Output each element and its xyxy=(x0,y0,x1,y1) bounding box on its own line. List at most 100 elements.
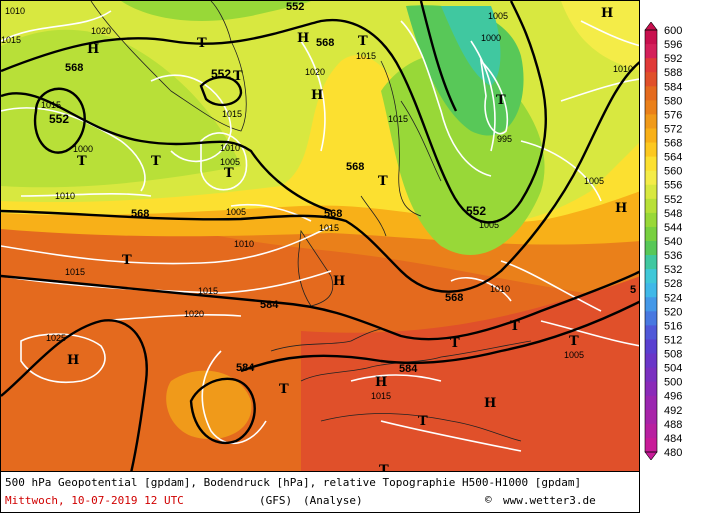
pressure-label: 995 xyxy=(497,134,513,144)
legend-tick-label: 528 xyxy=(664,278,682,290)
legend-tick-label: 536 xyxy=(664,250,682,262)
pressure-label: 1020 xyxy=(184,309,205,319)
legend-color-cell xyxy=(645,170,657,186)
legend-tick-label: 492 xyxy=(664,405,682,417)
legend-color-cell xyxy=(645,325,657,340)
legend-color-cell xyxy=(645,437,657,453)
chart-description: 500 hPa Geopotential [gpdam], Bodendruck… xyxy=(5,476,582,489)
pressure-label: 1015 xyxy=(388,114,409,124)
geopotential-label: 568 xyxy=(316,37,335,49)
legend-tick-label: 540 xyxy=(664,236,682,248)
legend-color-cell xyxy=(645,255,657,270)
legend-color-cell xyxy=(645,241,657,256)
low-pressure-marker: T xyxy=(224,166,234,181)
pressure-label: 1015 xyxy=(356,51,377,61)
high-pressure-marker: H xyxy=(67,353,80,368)
legend-tick-label: 488 xyxy=(664,419,682,431)
legend-color-cell xyxy=(645,142,657,158)
pressure-label: 1005 xyxy=(479,220,500,230)
legend-tick-label: 552 xyxy=(664,194,682,206)
legend-tick-label: 588 xyxy=(664,67,682,79)
legend-tick-label: 596 xyxy=(664,39,682,51)
pressure-label: 1005 xyxy=(226,207,247,217)
legend-tick-label: 568 xyxy=(664,138,682,150)
high-pressure-marker: H xyxy=(375,375,388,390)
pressure-label: 1015 xyxy=(222,109,243,119)
geopotential-label: 552 xyxy=(211,67,232,81)
legend-tick-label: 524 xyxy=(664,292,682,304)
topography-band-552 xyxy=(1,29,241,188)
legend-color-cell xyxy=(645,128,657,144)
legend-outline xyxy=(644,29,658,453)
geopotential-label: 584 xyxy=(236,362,255,374)
geopotential-label: 552 xyxy=(49,112,70,126)
low-pressure-marker: T xyxy=(510,319,520,334)
legend-color-cell xyxy=(645,100,657,115)
legend-tick-label: 484 xyxy=(664,433,682,445)
legend-tick-label: 520 xyxy=(664,306,682,318)
legend-color-cell xyxy=(645,184,657,200)
legend-color-cell xyxy=(645,114,657,129)
map-canvas xyxy=(1,1,639,471)
pressure-label: 1020 xyxy=(305,67,326,77)
legend-tick-label: 512 xyxy=(664,334,682,346)
geopotential-label: 552 xyxy=(466,204,487,218)
legend-color-cell xyxy=(645,212,657,228)
pressure-label: 1010 xyxy=(234,239,255,249)
low-pressure-marker: T xyxy=(233,69,243,84)
pressure-label: 1010 xyxy=(613,64,634,74)
legend-color-cell xyxy=(645,156,657,172)
high-pressure-marker: H xyxy=(615,201,628,216)
legend-color-cell xyxy=(645,339,657,355)
pressure-label: 1000 xyxy=(481,33,502,43)
isobars xyxy=(1,10,639,452)
legend-canvas: 600 596 592 588 584 580 576 572 568 564 560 556 552 5… xyxy=(644,22,682,460)
low-pressure-marker: T xyxy=(379,463,389,472)
legend-color-cell xyxy=(645,44,657,59)
legend-tick-label: 496 xyxy=(664,391,682,403)
color-scale-legend: 600 596 592 588 584 580 576 572 568 564 560 556 552 5… xyxy=(643,22,704,460)
legend-color-cell xyxy=(645,269,657,284)
topography-band-sw xyxy=(166,370,252,440)
legend-color-cell xyxy=(645,297,657,312)
copyright-icon: © xyxy=(485,493,492,506)
pressure-label: 1015 xyxy=(1,35,22,45)
pressure-label: 1005 xyxy=(220,157,241,167)
low-pressure-marker: T xyxy=(358,34,368,49)
topography-band-ne xyxy=(561,1,639,71)
low-pressure-marker: T xyxy=(418,414,428,429)
legend-top-arrow-icon xyxy=(644,22,658,31)
legend-tick-label: 532 xyxy=(664,264,682,276)
chart-footer: 500 hPa Geopotential [gpdam], Bodendruck… xyxy=(0,472,640,513)
legend-tick-label: 560 xyxy=(664,166,682,178)
geopotential-label: 568 xyxy=(131,208,150,220)
legend-tick-label: 580 xyxy=(664,95,682,107)
geopotential-label: 552 xyxy=(286,1,305,13)
legend-tick-label: 508 xyxy=(664,349,682,361)
low-pressure-marker: T xyxy=(279,382,289,397)
legend-tick-label: 556 xyxy=(664,180,682,192)
topography-band-north xyxy=(121,1,311,21)
legend-tick-label: 584 xyxy=(664,81,682,93)
pressure-label: 1015 xyxy=(371,391,392,401)
legend-bottom-arrow-icon xyxy=(644,451,658,460)
pressure-label: 1025 xyxy=(46,333,67,343)
legend-color-cell xyxy=(645,395,657,411)
legend-color-cell xyxy=(645,283,657,298)
coastlines xyxy=(90,1,532,442)
high-pressure-marker: H xyxy=(311,88,324,103)
valid-datetime: Mittwoch, 10-07-2019 12 UTC xyxy=(5,494,184,507)
run-type: (Analyse) xyxy=(303,494,363,507)
high-pressure-marker: H xyxy=(333,274,346,289)
legend-color-cell xyxy=(645,381,657,397)
legend-tick-label: 564 xyxy=(664,152,682,164)
geopotential-contours xyxy=(1,1,639,471)
low-pressure-marker: T xyxy=(151,154,161,169)
low-pressure-marker: T xyxy=(450,336,460,351)
low-pressure-marker: T xyxy=(122,253,132,268)
pressure-label: 1010 xyxy=(55,191,76,201)
low-pressure-marker: T xyxy=(569,334,579,349)
geopotential-label: 5 xyxy=(630,284,637,296)
legend-color-cell xyxy=(645,367,657,383)
legend-color-cell xyxy=(645,226,657,242)
